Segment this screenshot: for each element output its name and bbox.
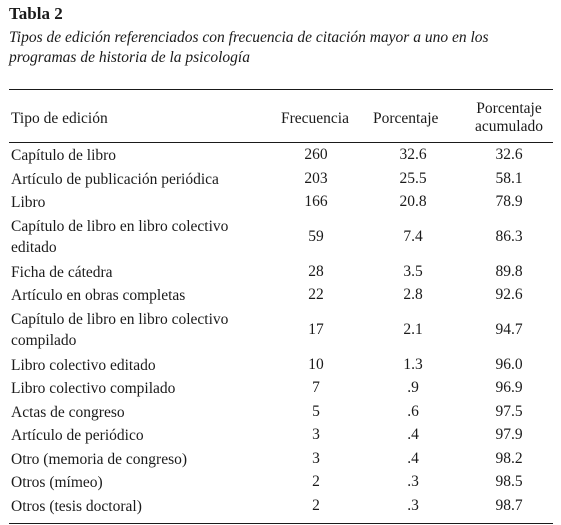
cell-porcentaje: 2.8 [403, 286, 423, 303]
cell-acumulado: 94.7 [495, 320, 523, 338]
cell-frecuencia: 2 [312, 473, 320, 490]
cell-porcentaje: 7.4 [403, 227, 423, 245]
cell-porcentaje: 32.6 [399, 146, 427, 163]
table-row: Artículo de publicación periódica 203 25.5… [9, 167, 553, 191]
header-frecuencia: Frecuencia [281, 110, 349, 127]
cell-tipo: Actas de congreso [11, 403, 125, 421]
cell-tipo: Otros (tesis doctoral) [11, 497, 142, 515]
top-rule [9, 89, 553, 91]
table-row: Libro colectivo compilado 7 .9 96.9 [9, 376, 553, 400]
table-row: Otros (tesis doctoral) 2 .3 98.7 [9, 494, 553, 518]
cell-porcentaje: 25.5 [399, 169, 427, 187]
cell-porcentaje: .4 [407, 426, 419, 443]
cell-tipo: Capítulo de libro en libro colectivo edi… [11, 217, 229, 256]
cell-frecuencia: 2 [312, 496, 320, 514]
cell-acumulado: 92.6 [495, 286, 523, 303]
table-row: Capítulo de libro en libro colectivo com… [9, 307, 553, 353]
cell-porcentaje: .3 [407, 496, 419, 514]
bottom-rule [9, 523, 553, 525]
table-row: Ficha de cátedra 28 3.5 89.8 [9, 260, 553, 284]
cell-acumulado: 96.0 [495, 355, 523, 373]
cell-frecuencia: 260 [304, 146, 328, 163]
cell-tipo: Ficha de cátedra [11, 263, 113, 281]
header-porcentaje: Porcentaje [373, 110, 439, 127]
table-row: Capítulo de libro en libro colectivo edi… [9, 214, 553, 260]
header-acumulado: Porcentaje acumulado [474, 100, 543, 135]
cell-porcentaje: .3 [407, 473, 419, 490]
table-row: Otros (mímeo) 2 .3 98.5 [9, 470, 553, 494]
cell-frecuencia: 166 [304, 193, 328, 210]
cell-porcentaje: .9 [407, 379, 419, 396]
table-caption: Tipos de edición referenciados con frecu… [9, 29, 489, 66]
table-label: Tabla 2 [9, 4, 63, 23]
table-row: Actas de congreso 5 .6 97.5 [9, 400, 553, 424]
cell-tipo: Artículo en obras completas [11, 287, 186, 304]
cell-porcentaje: 2.1 [403, 320, 423, 338]
cell-acumulado: 98.7 [495, 496, 523, 514]
table-body: Capítulo de libro 260 32.6 32.6 Artículo de … [9, 143, 553, 517]
cell-tipo: Otros (mímeo) [11, 474, 103, 491]
cell-acumulado: 58.1 [495, 169, 523, 187]
cell-porcentaje: .6 [407, 402, 419, 420]
cell-acumulado: 98.5 [495, 473, 523, 490]
cell-frecuencia: 59 [308, 227, 324, 245]
cell-acumulado: 89.8 [495, 262, 523, 280]
cell-acumulado: 97.9 [495, 426, 523, 443]
cell-tipo: Libro [11, 194, 46, 211]
cell-frecuencia: 203 [304, 169, 328, 187]
cell-porcentaje: .4 [407, 449, 419, 467]
cell-tipo: Capítulo de libro en libro colectivo com… [11, 310, 229, 349]
cell-porcentaje: 1.3 [403, 355, 423, 373]
cell-tipo: Libro colectivo editado [11, 356, 156, 374]
table-row: Libro 166 20.8 78.9 [9, 190, 553, 214]
cell-frecuencia: 10 [308, 355, 324, 373]
cell-frecuencia: 17 [308, 320, 324, 338]
cell-acumulado: 97.5 [495, 402, 523, 420]
header-rule [9, 142, 553, 143]
cell-acumulado: 32.6 [495, 146, 523, 163]
cell-frecuencia: 5 [312, 402, 320, 420]
cell-frecuencia: 22 [308, 286, 324, 303]
cell-tipo: Artículo de publicación periódica [11, 170, 219, 188]
cell-frecuencia: 3 [312, 426, 320, 443]
table-row: Otro (memoria de congreso) 3 .4 98.2 [9, 447, 553, 471]
cell-acumulado: 86.3 [495, 227, 523, 245]
cell-tipo: Capítulo de libro [11, 147, 117, 164]
table-header: Tipo de edición Frecuencia Porcentaje Po… [9, 90, 553, 142]
cell-frecuencia: 7 [312, 379, 320, 396]
cell-porcentaje: 20.8 [399, 193, 427, 210]
cell-tipo: Artículo de periódico [11, 427, 144, 444]
table-row: Artículo en obras completas 22 2.8 92.6 [9, 283, 553, 307]
table-row: Artículo de periódico 3 .4 97.9 [9, 423, 553, 447]
cell-frecuencia: 28 [308, 262, 324, 280]
cell-acumulado: 78.9 [495, 193, 523, 210]
table-row: Capítulo de libro 260 32.6 32.6 [9, 143, 553, 167]
header-tipo: Tipo de edición [11, 110, 108, 127]
cell-porcentaje: 3.5 [403, 262, 423, 280]
cell-frecuencia: 3 [312, 449, 320, 467]
table-figure: Tabla 2 Tipos de edición referenciados c… [9, 4, 553, 525]
table-row: Libro colectivo editado 10 1.3 96.0 [9, 353, 553, 377]
cell-acumulado: 96.9 [495, 379, 523, 396]
cell-acumulado: 98.2 [495, 449, 523, 467]
cell-tipo: Otro (memoria de congreso) [11, 450, 188, 468]
cell-tipo: Libro colectivo compilado [11, 380, 176, 397]
